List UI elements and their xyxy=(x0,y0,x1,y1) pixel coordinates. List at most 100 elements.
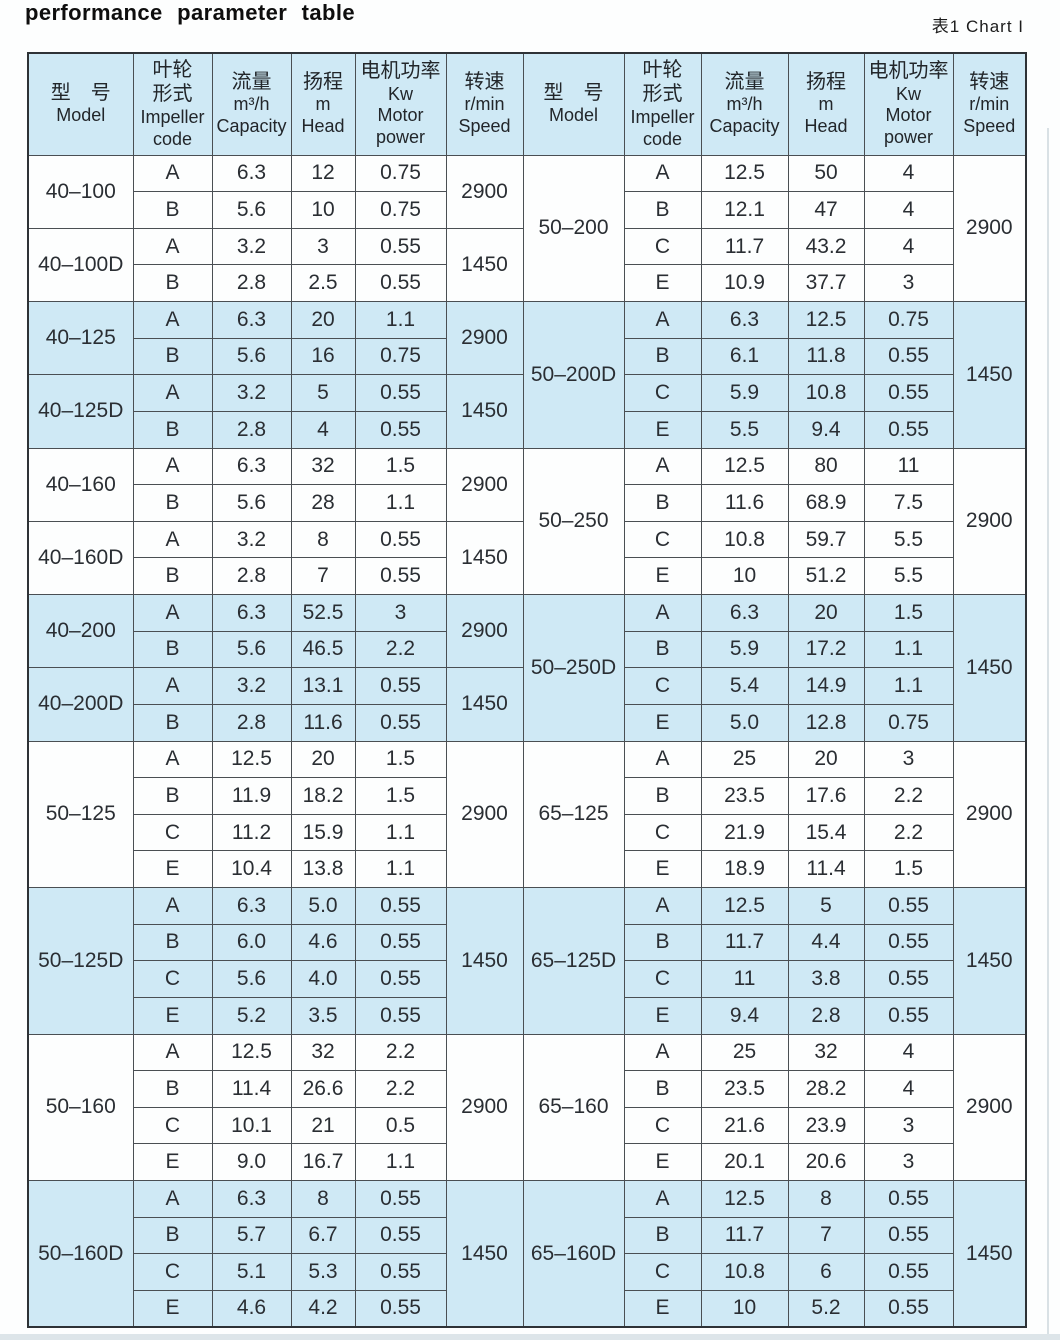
impeller-code-cell: B xyxy=(623,777,702,815)
head-cell: 20 xyxy=(290,740,356,779)
capacity-cell: 23.5 xyxy=(700,777,789,815)
impeller-code-cell: E xyxy=(132,1289,213,1328)
model-cell: 40–160D xyxy=(27,520,134,596)
impeller-code-cell: B xyxy=(132,484,213,522)
table-row: B 5.6 28 1.1 B 11.6 68.9 7.5 xyxy=(28,484,1026,522)
head-cell: 4.2 xyxy=(290,1289,356,1328)
capacity-cell: 2.8 xyxy=(211,703,292,742)
impeller-code-cell: B xyxy=(132,1216,213,1255)
motor-power-cell: 0.75 xyxy=(354,154,447,193)
head-cell: 4.6 xyxy=(290,923,356,962)
impeller-code-cell: C xyxy=(132,1106,213,1145)
model-cell: 65–160 xyxy=(522,1033,625,1181)
head-cell: 8 xyxy=(787,1180,865,1218)
capacity-cell: 6.3 xyxy=(211,447,292,486)
capacity-cell: 5.5 xyxy=(700,410,789,449)
head-cell: 10 xyxy=(290,191,356,229)
impeller-code-cell: A xyxy=(132,1180,213,1218)
impeller-code-cell: B xyxy=(623,484,702,522)
head-cell: 20 xyxy=(787,740,865,779)
motor-power-cell: 0.55 xyxy=(354,923,447,962)
impeller-code-cell: E xyxy=(132,1143,213,1181)
motor-power-cell: 3 xyxy=(863,1143,954,1181)
capacity-cell: 6.3 xyxy=(211,594,292,632)
table-row: 40–100D A 3.2 3 0.55 1450 C 11.7 43.2 4 xyxy=(27,227,1026,303)
motor-power-cell: 2.2 xyxy=(354,630,447,669)
impeller-code-cell: A xyxy=(623,301,702,339)
capacity-cell: 5.7 xyxy=(211,1216,292,1255)
impeller-code-cell: B xyxy=(623,1070,702,1108)
head-cell: 50 xyxy=(787,154,865,193)
motor-power-cell: 7.5 xyxy=(863,484,954,522)
header-impeller-zh: 叶轮 xyxy=(152,58,193,81)
header-head-zh: 扬程 xyxy=(303,71,343,94)
impeller-code-cell: C xyxy=(623,374,702,412)
head-cell: 5.0 xyxy=(290,887,356,925)
header-capacity-en: Capacity xyxy=(709,116,780,137)
speed-cell: 1450 xyxy=(445,1180,524,1328)
motor-power-cell: 11 xyxy=(863,447,954,486)
header-speed-zh: 转速 xyxy=(969,71,1010,94)
page-edge-right xyxy=(1047,128,1049,1340)
header-capacity-left: 流量 m³/h Capacity xyxy=(211,52,292,156)
motor-power-cell: 0.55 xyxy=(354,374,447,412)
impeller-code-cell: A xyxy=(623,1180,702,1218)
header-speed-left: 转速 r/min Speed xyxy=(445,52,524,156)
motor-power-cell: 1.5 xyxy=(863,594,954,632)
head-cell: 23.9 xyxy=(787,1106,865,1145)
header-model-en: Model xyxy=(56,105,106,126)
model-cell: 50–200D xyxy=(522,301,625,449)
page-title: performance parameter table xyxy=(25,0,356,25)
head-cell: 68.9 xyxy=(787,484,865,522)
speed-cell: 1450 xyxy=(445,520,524,596)
header-impeller-zh: 形式 xyxy=(642,83,683,106)
head-cell: 28.2 xyxy=(787,1070,865,1108)
head-cell: 6 xyxy=(787,1253,865,1291)
motor-power-cell: 1.5 xyxy=(354,777,447,815)
impeller-code-cell: A xyxy=(623,1033,702,1072)
capacity-cell: 2.8 xyxy=(211,410,292,449)
head-cell: 26.6 xyxy=(290,1070,356,1108)
impeller-code-cell: E xyxy=(623,410,702,449)
impeller-code-cell: A xyxy=(623,740,702,779)
table-body: 40–100 A 6.3 12 0.75 2900 50–200 A 12.5 50 4 2900 B 5… xyxy=(27,154,1027,1328)
impeller-code-cell: B xyxy=(623,337,702,376)
model-cell: 40–200 xyxy=(27,593,134,669)
capacity-cell: 6.3 xyxy=(211,301,292,339)
impeller-code-cell: B xyxy=(132,703,213,742)
head-cell: 52.5 xyxy=(290,594,356,632)
capacity-cell: 10 xyxy=(700,557,789,595)
motor-power-cell: 1.1 xyxy=(863,630,954,669)
motor-power-cell: 0.55 xyxy=(863,960,954,998)
motor-power-cell: 4 xyxy=(863,1033,954,1072)
impeller-code-cell: A xyxy=(132,447,213,486)
head-cell: 9.4 xyxy=(787,410,865,449)
head-cell: 12.8 xyxy=(787,703,865,742)
speed-cell: 1450 xyxy=(952,887,1027,1035)
header-impeller-zh: 形式 xyxy=(152,83,193,106)
header-model-right: 型 号 Model xyxy=(522,52,625,156)
impeller-code-cell: B xyxy=(132,191,213,229)
capacity-cell: 12.5 xyxy=(700,887,789,925)
impeller-code-cell: E xyxy=(623,1289,702,1328)
impeller-code-cell: A xyxy=(132,667,213,705)
table-row: C 5.6 4.0 0.55 C 11 3.8 0.55 xyxy=(28,960,1026,998)
motor-power-cell: 0.55 xyxy=(354,410,447,449)
header-model-left: 型 号 Model xyxy=(27,52,134,156)
table-row: B 2.8 7 0.55 E 10 51.2 5.5 xyxy=(28,557,1026,595)
capacity-cell: 10.8 xyxy=(700,1253,789,1291)
header-impeller-en: Impeller xyxy=(140,106,205,127)
impeller-code-cell: E xyxy=(132,996,213,1035)
capacity-cell: 6.3 xyxy=(211,154,292,193)
impeller-code-cell: E xyxy=(623,1143,702,1181)
capacity-cell: 25 xyxy=(700,740,789,779)
capacity-cell: 5.4 xyxy=(700,667,789,705)
header-power-zh: 电机功率 xyxy=(868,60,949,83)
header-speed-right: 转速 r/min Speed xyxy=(952,52,1027,156)
header-power-en: Motor xyxy=(885,105,932,126)
motor-power-cell: 0.55 xyxy=(354,703,447,742)
motor-power-cell: 5.5 xyxy=(863,520,954,559)
motor-power-cell: 0.55 xyxy=(863,923,954,962)
motor-power-cell: 4 xyxy=(863,191,954,229)
head-cell: 5.3 xyxy=(290,1253,356,1291)
